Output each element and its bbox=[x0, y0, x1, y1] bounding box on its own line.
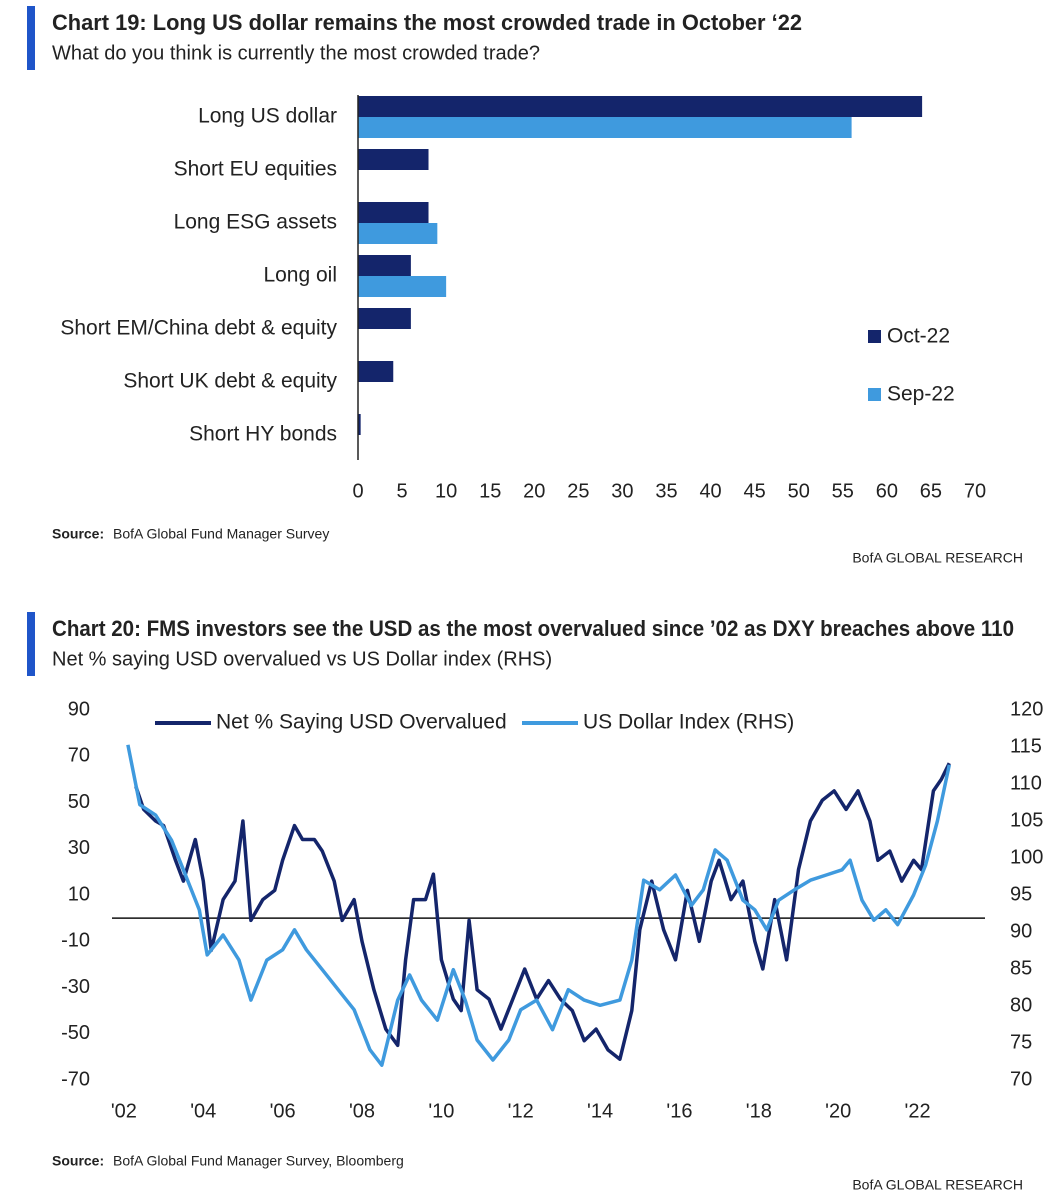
chart-subtitle: What do you think is currently the most … bbox=[52, 42, 540, 64]
category-label: Short UK debt & equity bbox=[123, 370, 337, 393]
y-tick-label: 90 bbox=[68, 698, 90, 720]
y-tick-label: -70 bbox=[61, 1068, 90, 1090]
x-tick-label: 35 bbox=[655, 480, 677, 502]
y2-tick-label: 75 bbox=[1010, 1031, 1032, 1053]
branding: BofA GLOBAL RESEARCH bbox=[852, 1177, 1023, 1193]
y2-tick-label: 95 bbox=[1010, 883, 1032, 905]
x-tick-label: '16 bbox=[666, 1100, 692, 1122]
category-label: Short EM/China debt & equity bbox=[60, 317, 337, 340]
legend-swatch bbox=[868, 330, 881, 343]
bar bbox=[358, 117, 852, 138]
title-accent bbox=[27, 612, 35, 676]
x-tick-label: 40 bbox=[699, 480, 721, 502]
series-line bbox=[126, 744, 952, 1067]
source-label: Source: bbox=[52, 526, 104, 542]
bar bbox=[358, 96, 923, 117]
category-label: Long oil bbox=[263, 264, 337, 287]
legend-label: Sep-22 bbox=[887, 383, 955, 406]
x-tick-label: 5 bbox=[397, 480, 408, 502]
branding: BofA GLOBAL RESEARCH bbox=[852, 550, 1023, 566]
y-tick-label: 70 bbox=[68, 745, 90, 767]
legend-label: US Dollar Index (RHS) bbox=[583, 711, 794, 734]
source: BofA Global Fund Manager Survey bbox=[113, 526, 329, 542]
y-tick-label: 50 bbox=[68, 791, 90, 813]
y2-tick-label: 120 bbox=[1010, 698, 1043, 720]
x-tick-label: '10 bbox=[428, 1100, 454, 1122]
x-tick-label: 50 bbox=[788, 480, 810, 502]
bar bbox=[358, 202, 429, 223]
bar bbox=[358, 276, 447, 297]
x-tick-label: 15 bbox=[479, 480, 501, 502]
y-tick-label: 30 bbox=[68, 837, 90, 859]
chart-subtitle: Net % saying USD overvalued vs US Dollar… bbox=[52, 648, 552, 670]
x-tick-label: '18 bbox=[746, 1100, 772, 1122]
x-tick-label: '02 bbox=[111, 1100, 137, 1122]
x-tick-label: '14 bbox=[587, 1100, 613, 1122]
y2-tick-label: 85 bbox=[1010, 957, 1032, 979]
bar bbox=[358, 149, 429, 170]
y2-tick-label: 90 bbox=[1010, 920, 1032, 942]
y2-tick-label: 70 bbox=[1010, 1068, 1032, 1090]
bar bbox=[358, 223, 438, 244]
source-label: Source: bbox=[52, 1153, 104, 1169]
x-tick-label: 60 bbox=[876, 480, 898, 502]
x-tick-label: '04 bbox=[190, 1100, 216, 1122]
x-tick-label: 0 bbox=[352, 480, 363, 502]
y2-tick-label: 115 bbox=[1010, 735, 1042, 757]
bar bbox=[358, 308, 411, 329]
x-tick-label: 55 bbox=[832, 480, 854, 502]
category-label: Short EU equities bbox=[174, 158, 337, 181]
x-tick-label: 25 bbox=[567, 480, 589, 502]
legend-label: Oct-22 bbox=[887, 325, 950, 348]
y2-tick-label: 80 bbox=[1010, 994, 1032, 1016]
category-label: Long US dollar bbox=[198, 105, 337, 128]
legend-label: Net % Saying USD Overvalued bbox=[216, 711, 507, 734]
title-accent bbox=[27, 6, 35, 70]
chart-title: Chart 20: FMS investors see the USD as t… bbox=[52, 616, 1014, 641]
y-tick-label: 10 bbox=[68, 883, 90, 905]
y-tick-label: -10 bbox=[61, 930, 90, 952]
y-tick-label: -50 bbox=[61, 1022, 90, 1044]
x-tick-label: '22 bbox=[905, 1100, 931, 1122]
x-tick-label: 10 bbox=[435, 480, 457, 502]
bar bbox=[358, 255, 411, 276]
x-tick-label: 20 bbox=[523, 480, 545, 502]
series-line bbox=[134, 762, 951, 1061]
x-tick-label: '08 bbox=[349, 1100, 375, 1122]
bar bbox=[358, 414, 361, 435]
y2-tick-label: 105 bbox=[1010, 809, 1043, 831]
x-tick-label: '20 bbox=[825, 1100, 851, 1122]
x-tick-label: 30 bbox=[611, 480, 633, 502]
x-tick-label: 45 bbox=[744, 480, 766, 502]
legend-swatch bbox=[868, 388, 881, 401]
chart-title: Chart 19: Long US dollar remains the mos… bbox=[52, 10, 802, 35]
bar bbox=[358, 361, 394, 382]
x-tick-label: 70 bbox=[964, 480, 986, 502]
y2-tick-label: 110 bbox=[1010, 772, 1042, 794]
source: BofA Global Fund Manager Survey, Bloombe… bbox=[113, 1153, 404, 1169]
y-tick-label: -30 bbox=[61, 976, 90, 998]
category-label: Long ESG assets bbox=[174, 211, 337, 234]
x-tick-label: '06 bbox=[270, 1100, 296, 1122]
x-tick-label: '12 bbox=[508, 1100, 534, 1122]
x-tick-label: 65 bbox=[920, 480, 942, 502]
category-label: Short HY bonds bbox=[189, 423, 337, 446]
y2-tick-label: 100 bbox=[1010, 846, 1043, 868]
